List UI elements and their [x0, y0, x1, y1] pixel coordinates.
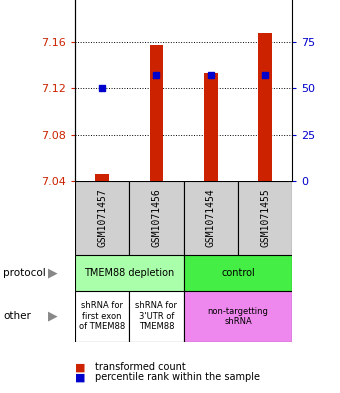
Text: ▶: ▶ [48, 266, 57, 280]
Text: shRNA for
first exon
of TMEM88: shRNA for first exon of TMEM88 [79, 301, 125, 331]
Text: control: control [221, 268, 255, 278]
Text: protocol: protocol [3, 268, 46, 278]
Text: GSM1071455: GSM1071455 [260, 189, 270, 248]
Text: non-targetting
shRNA: non-targetting shRNA [207, 307, 269, 326]
Text: ■: ■ [75, 372, 85, 382]
Bar [150, 44, 163, 181]
Bar [184, 181, 238, 255]
Text: GSM1071454: GSM1071454 [206, 189, 216, 248]
Text: TMEM88 depletion: TMEM88 depletion [84, 268, 174, 278]
Bar [184, 291, 292, 342]
Bar [75, 291, 129, 342]
Bar [75, 255, 184, 291]
Text: GSM1071457: GSM1071457 [97, 189, 107, 248]
Bar [129, 291, 184, 342]
Bar [184, 255, 292, 291]
Text: ■: ■ [75, 362, 85, 373]
Text: other: other [3, 311, 31, 321]
Bar [75, 181, 129, 255]
Text: transformed count: transformed count [95, 362, 186, 373]
Text: ▶: ▶ [48, 310, 57, 323]
Text: shRNA for
3'UTR of
TMEM88: shRNA for 3'UTR of TMEM88 [135, 301, 177, 331]
Bar [95, 174, 109, 181]
Text: percentile rank within the sample: percentile rank within the sample [95, 372, 260, 382]
Text: GSM1071456: GSM1071456 [151, 189, 162, 248]
Bar [238, 181, 292, 255]
Bar [258, 33, 272, 181]
Bar [204, 73, 218, 181]
Bar [129, 181, 184, 255]
